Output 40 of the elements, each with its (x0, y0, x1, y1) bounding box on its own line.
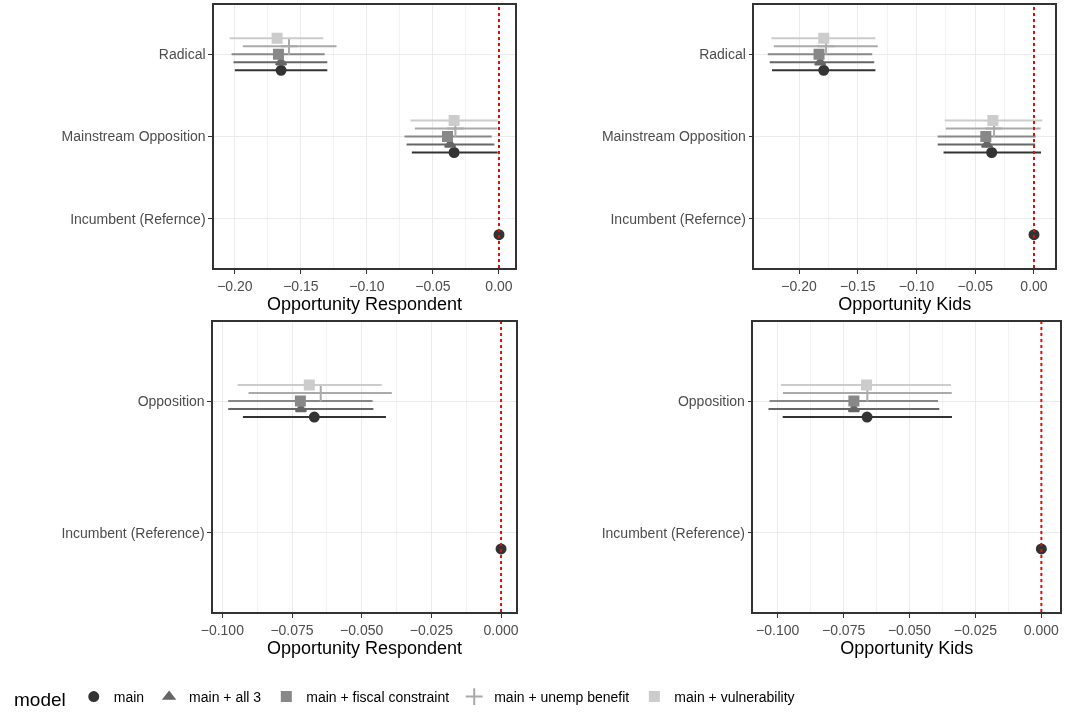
y-tick-label: Incumbent (Reference) (601, 524, 745, 541)
y-tick-label: Incumbent (Refernce) (70, 210, 206, 227)
y-tick-label: Mainstream Opposition (61, 128, 206, 145)
legend-title: model (14, 688, 66, 710)
x-tick-label: −0.050 (340, 621, 384, 638)
y-tick-label: Radical (158, 46, 206, 63)
y-tick-label: Opposition (677, 392, 745, 409)
legend-label: main + vulnerability (674, 689, 795, 706)
x-tick-label: −0.20 (217, 277, 253, 294)
x-tick-label: −0.10 (898, 277, 935, 294)
y-tick-label: Radical (699, 46, 746, 63)
x-axis-title: Opportunity Kids (840, 637, 974, 658)
x-tick-label: −0.075 (270, 621, 314, 638)
y-tick-label: Incumbent (Reference) (61, 524, 205, 541)
x-tick-label: −0.100 (200, 621, 245, 638)
x-tick-label: 0.000 (483, 621, 519, 638)
x-axis-title: Opportunity Respondent (266, 293, 463, 314)
legend-label: main + all 3 (189, 689, 262, 706)
x-axis-title: Opportunity Respondent (266, 637, 463, 658)
x-tick-label: −0.20 (781, 277, 817, 294)
x-axis-title: Opportunity Kids (838, 293, 972, 314)
x-tick-label: 0.000 (1023, 621, 1060, 638)
x-tick-label: −0.050 (887, 621, 932, 638)
x-tick-label: −0.15 (840, 277, 876, 294)
legend-label: main + fiscal constraint (306, 689, 450, 706)
x-tick-label: −0.025 (953, 621, 998, 638)
x-tick-label: −0.025 (409, 621, 454, 638)
x-tick-label: 0.00 (485, 277, 513, 294)
x-tick-label: −0.10 (349, 277, 385, 294)
x-tick-label: −0.15 (283, 277, 319, 294)
x-tick-label: −0.05 (415, 277, 451, 294)
y-tick-label: Mainstream Opposition (601, 128, 746, 145)
legend-label: main (113, 689, 145, 706)
y-tick-label: Incumbent (Refernce) (610, 210, 746, 227)
x-tick-label: −0.05 (957, 277, 994, 294)
y-tick-label: Opposition (137, 392, 205, 409)
x-tick-label: −0.075 (822, 621, 866, 638)
legend-label: main + unemp benefit (494, 689, 630, 706)
x-tick-label: 0.00 (1020, 277, 1048, 294)
x-tick-label: −0.100 (756, 621, 800, 638)
